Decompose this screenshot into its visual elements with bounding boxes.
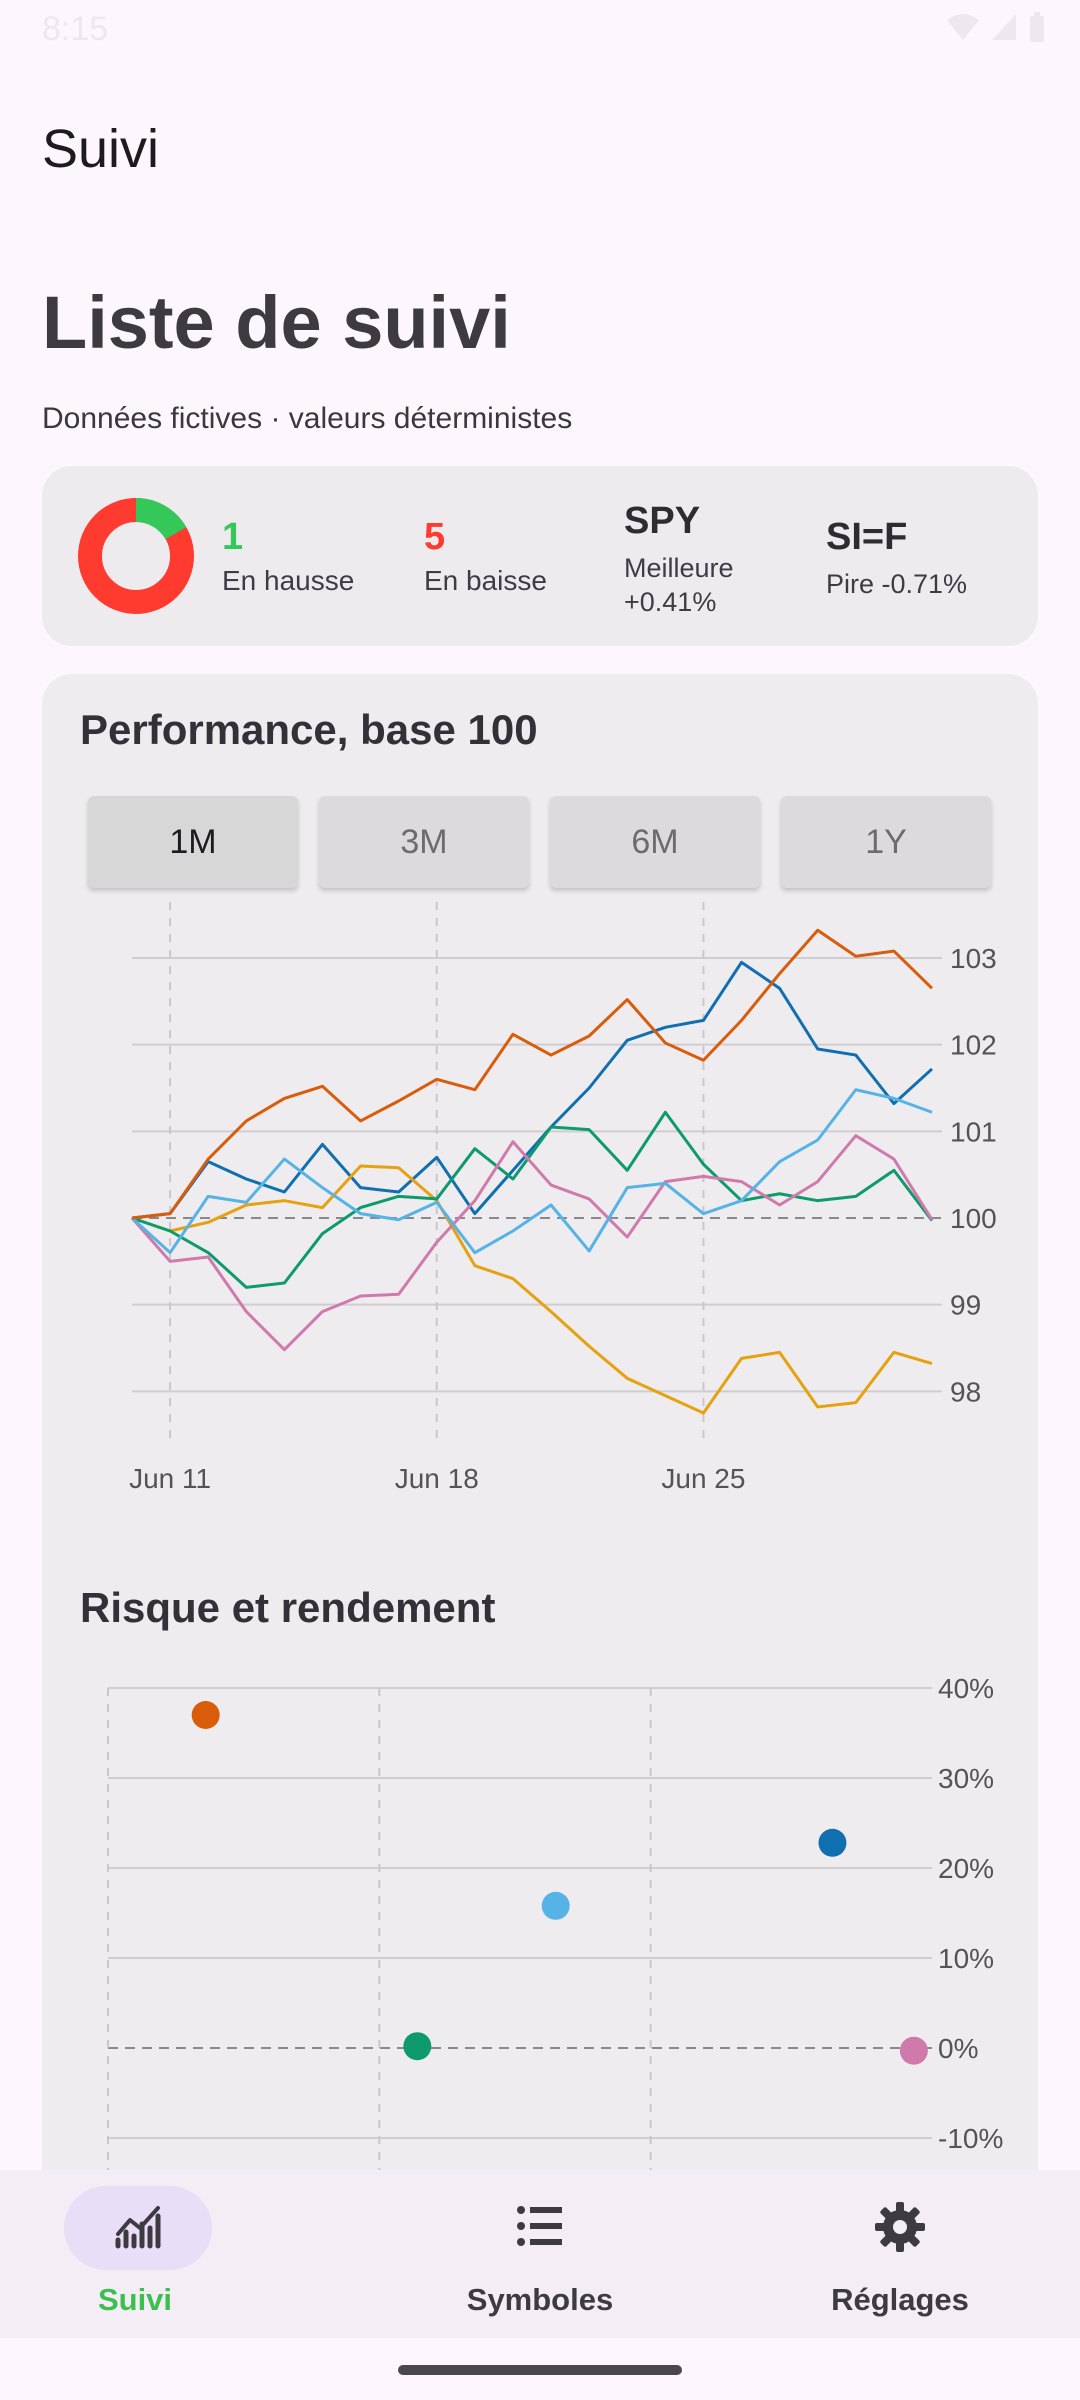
range-tab-6m[interactable]: 6M <box>550 796 760 888</box>
app-title: Suivi <box>42 119 160 179</box>
nav-label-symboles: Symboles <box>466 2282 614 2317</box>
nav-label-suivi: Suivi <box>97 2282 173 2317</box>
x-tick-label: Jun 18 <box>395 1463 479 1494</box>
up-stat: 1 En hausse <box>222 516 354 597</box>
nav-item-suivi[interactable]: Suivi <box>0 2170 360 2338</box>
series-line-sif <box>130 1134 934 1352</box>
risk-title: Risque et rendement <box>80 1584 496 1631</box>
scatter-point-sif <box>899 2036 928 2065</box>
best-stat: SPY Meilleure +0.41% <box>624 500 734 619</box>
y-tick-label: 40% <box>938 1673 994 1704</box>
x-tick-label: Jun 25 <box>661 1463 745 1494</box>
page-subtitle: Données fictives · valeurs déterministes <box>42 402 573 435</box>
worst-label: Pire -0.71% <box>826 569 968 599</box>
up-down-donut <box>78 498 194 614</box>
worst-stat: SI=F Pire -0.71% <box>826 516 967 601</box>
performance-card: Performance, base 100 1M 3M 6M 1Y 98 99 10… <box>42 674 1038 2274</box>
series-line-gcf <box>131 1110 934 1289</box>
status-time: 8:15 <box>42 10 109 48</box>
scatter-point-tlt <box>191 1701 220 1729</box>
y-tick-label: 0% <box>938 2033 978 2064</box>
nav-item-reglages[interactable]: Réglages <box>720 2170 1080 2338</box>
y-tick-label: 20% <box>938 1853 994 1884</box>
range-tab-1m[interactable]: 1M <box>88 796 298 888</box>
donut-up-arc <box>78 498 194 614</box>
y-tick-label: 100 <box>950 1203 997 1234</box>
signal-icon <box>992 14 1016 40</box>
up-count: 1 <box>222 516 244 558</box>
nav-label-reglages: Réglages <box>831 2282 969 2317</box>
y-tick-label: 103 <box>950 943 997 974</box>
risk-return-scatter-chart: -10% 0% 10% 20% 30% 40% <box>107 1673 1003 2178</box>
status-bar: 8:15 <box>0 0 1080 60</box>
down-stat: 5 En baisse <box>424 516 547 597</box>
home-indicator <box>398 2365 682 2375</box>
y-tick-label: 99 <box>950 1290 981 1321</box>
worst-symbol: SI=F <box>826 516 908 558</box>
x-tick-label: Jun 11 <box>129 1463 211 1494</box>
down-count: 5 <box>424 516 446 558</box>
nav-item-symboles[interactable]: Symboles <box>360 2170 720 2338</box>
y-tick-label: 102 <box>950 1030 997 1061</box>
scatter-point-gcf <box>403 2032 432 2061</box>
y-tick-label: 10% <box>938 1943 994 1974</box>
performance-line-chart: 98 99 100 101 102 103 Jun 11 Jun 18 Jun 25 <box>129 902 997 1494</box>
battery-icon <box>1030 12 1044 42</box>
list-icon <box>517 2206 562 2246</box>
summary-card: 1 En hausse 5 En baisse SPY Meilleure +0… <box>42 466 1038 646</box>
series-line-dia <box>131 1164 933 1415</box>
page-title: Liste de suivi <box>42 281 511 364</box>
chart-icon <box>115 2206 161 2249</box>
gear-icon <box>875 2202 925 2252</box>
best-symbol: SPY <box>624 500 701 542</box>
series-line-tlt <box>131 928 934 1220</box>
y-tick-label: 101 <box>950 1116 997 1147</box>
y-tick-label: 30% <box>938 1763 994 1794</box>
scatter-point-clf <box>541 1891 570 1920</box>
bottom-navigation: Suivi Symboles Réglages <box>0 2170 1080 2338</box>
down-label: En baisse <box>424 565 547 596</box>
scatter-point-spy <box>818 1828 847 1857</box>
best-value: +0.41% <box>624 587 717 617</box>
status-icons <box>946 12 1046 44</box>
range-tab-3m[interactable]: 3M <box>319 796 529 888</box>
series-line-spy <box>131 960 934 1220</box>
y-tick-label: 98 <box>950 1376 981 1407</box>
performance-title: Performance, base 100 <box>80 706 538 753</box>
up-label: En hausse <box>222 565 355 596</box>
wifi-icon <box>947 14 979 40</box>
series-line-clf <box>130 1088 933 1255</box>
y-tick-label: -10% <box>938 2123 1003 2154</box>
best-label: Meilleure <box>624 553 734 583</box>
range-tab-1y[interactable]: 1Y <box>781 796 991 888</box>
